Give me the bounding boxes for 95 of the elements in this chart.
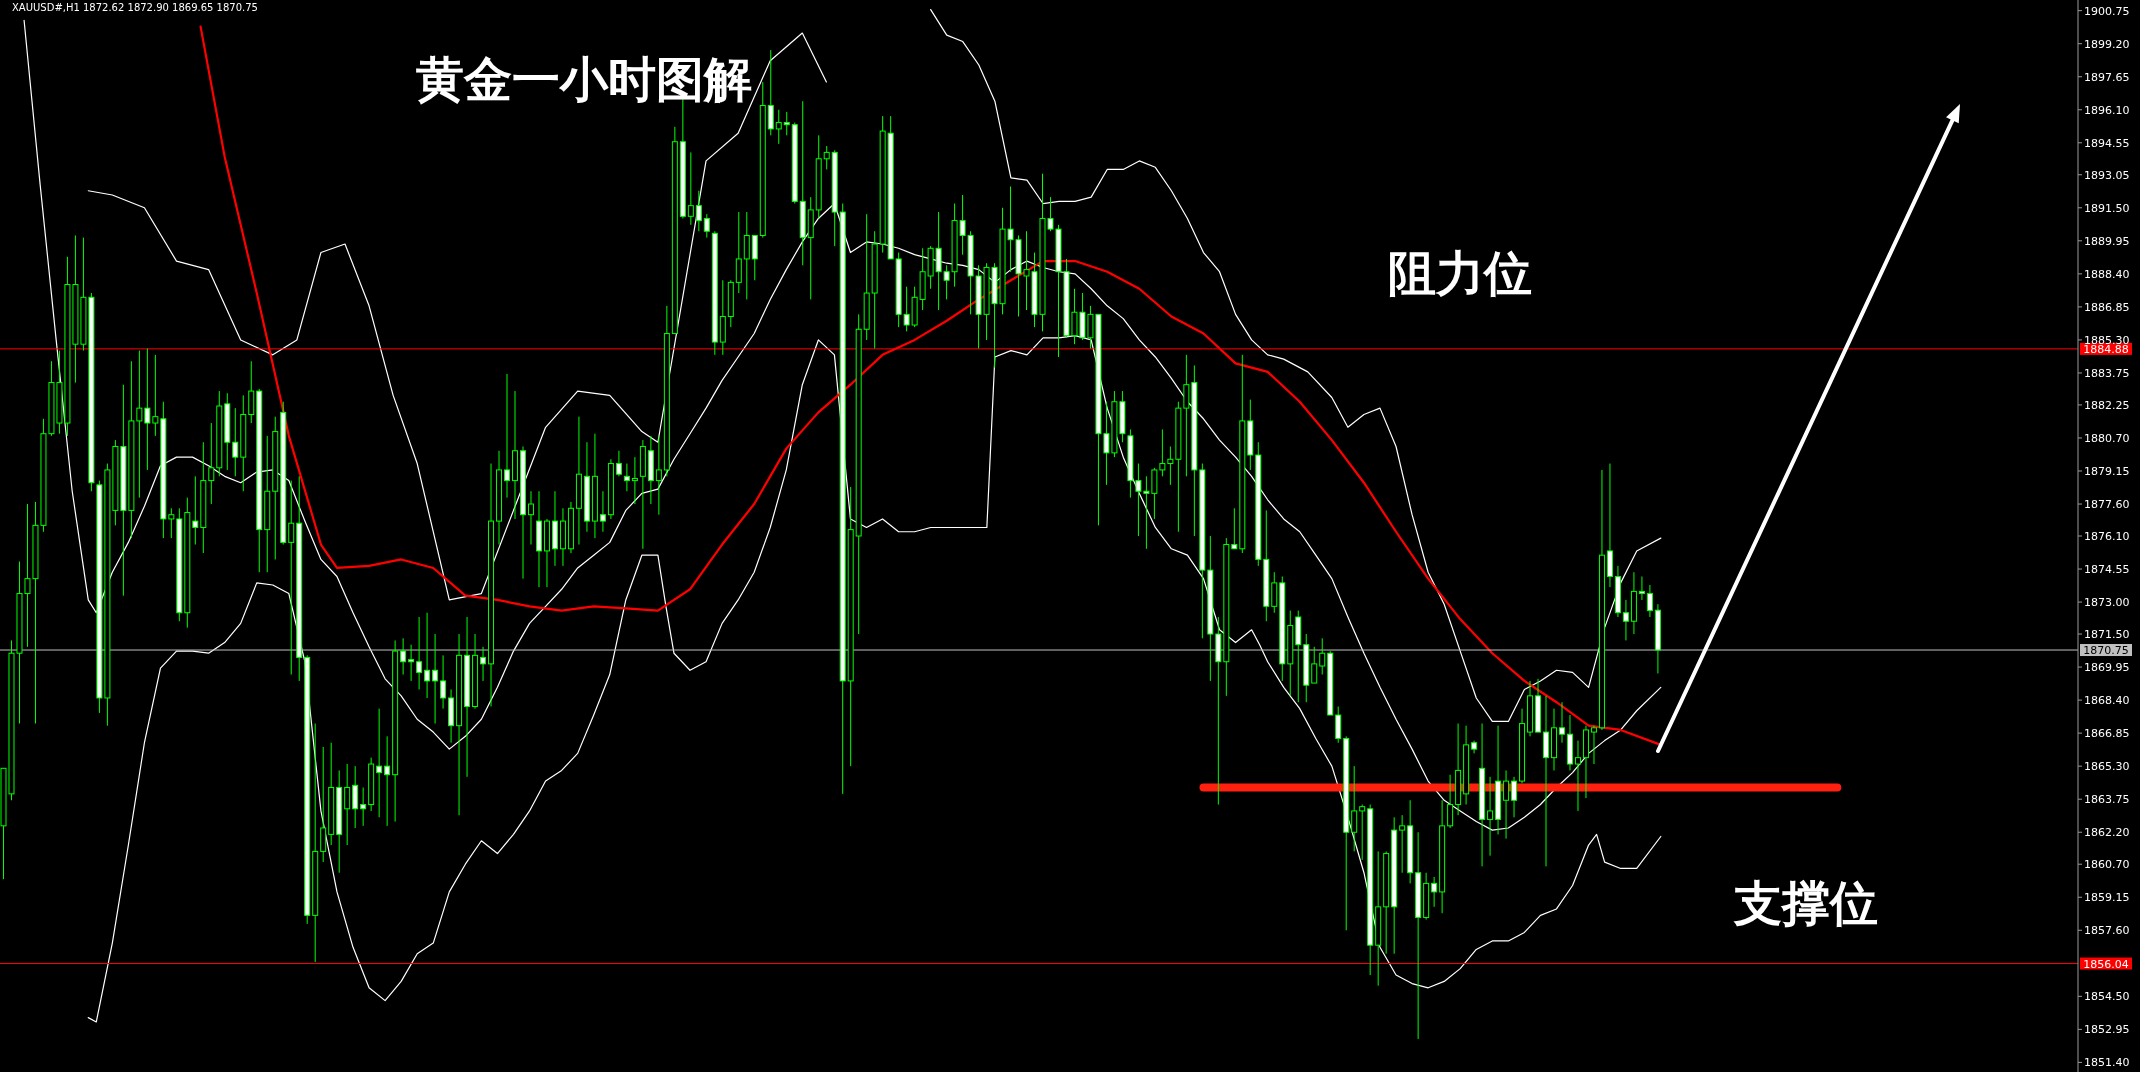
candlestick (1487, 776, 1494, 857)
candlestick (1359, 804, 1366, 861)
y-tick-label: 1879.15 (2084, 464, 2130, 478)
candlestick (1503, 769, 1510, 840)
candlestick (615, 450, 622, 477)
y-tick-label: 1874.55 (2084, 562, 2130, 576)
y-tick-label: 1852.95 (2084, 1023, 2130, 1037)
y-tick-label: 1851.40 (2084, 1056, 2130, 1070)
y-tick-label: 1862.20 (2084, 826, 2130, 840)
candlestick (360, 786, 367, 827)
candlestick (775, 109, 782, 145)
y-tick-label: 1863.75 (2084, 793, 2130, 807)
candlestick (1638, 575, 1645, 601)
candlestick (783, 111, 790, 136)
candlestick (655, 435, 662, 516)
candlestick (232, 407, 239, 477)
line-series (23, 19, 1662, 831)
candlestick (352, 765, 359, 829)
candlestick (320, 746, 327, 863)
text: 黄金一小时图解 (416, 52, 752, 108)
y-tick-label: 1876.10 (2084, 529, 2130, 543)
candlestick (751, 235, 758, 281)
candlestick (695, 190, 702, 232)
y-tick-label: 1859.15 (2084, 891, 2130, 905)
candlestick (1231, 507, 1238, 550)
y-tick-label: 1860.70 (2084, 858, 2130, 872)
candlestick (1271, 571, 1278, 614)
candlestick (1431, 876, 1438, 908)
y-tick-label: 1873.00 (2084, 595, 2130, 609)
candlestick (1574, 740, 1581, 812)
candlestick (687, 151, 694, 226)
y-tick-label: 1889.95 (2084, 234, 2130, 248)
candlestick (1646, 584, 1653, 618)
candlestick (823, 145, 830, 170)
candlestick (504, 373, 511, 499)
line-series (87, 32, 827, 601)
candlestick (599, 490, 606, 533)
candlestick (1590, 725, 1597, 765)
annotation: 支撑位 (1734, 876, 1878, 932)
y-tick-label: 1893.05 (2084, 168, 2130, 182)
candlestick (623, 463, 630, 492)
candlestick (527, 490, 534, 546)
candlestick (1319, 637, 1326, 676)
candlestick (1399, 814, 1406, 874)
candlestick (767, 49, 774, 136)
y-tick-label: 1897.65 (2084, 70, 2130, 84)
candlestick (384, 735, 391, 827)
candlestick (192, 475, 199, 546)
y-tick-label: 1857.60 (2084, 924, 2130, 938)
candlestick (735, 211, 742, 294)
candlestick (631, 456, 638, 505)
y-tick-label: 1865.30 (2084, 760, 2130, 774)
candlestick (1335, 706, 1342, 744)
candlestick (480, 646, 487, 682)
candlestick (1351, 765, 1358, 852)
candlestick (344, 763, 351, 846)
candlestick (1511, 776, 1518, 818)
ref-line-label: 1856.04 (2083, 957, 2129, 971)
candlestick (432, 633, 439, 725)
y-tick-label: 1900.75 (2084, 4, 2130, 18)
candlestick (1622, 599, 1629, 641)
y-tick-label: 1894.55 (2084, 136, 2130, 150)
chart-subtitle: XAUUSD#,H1 1872.62 1872.90 1869.65 1870.75 (12, 2, 258, 13)
candlestick (1311, 646, 1318, 684)
y-tick-label: 1886.85 (2084, 300, 2130, 314)
y-tick-label: 1869.95 (2084, 660, 2130, 674)
candlestick (376, 708, 383, 818)
y-tick-label: 1888.40 (2084, 267, 2130, 281)
candlestick (1559, 701, 1565, 744)
y-tick-label: 1896.10 (2084, 103, 2130, 117)
candlestick (416, 616, 423, 690)
y-tick-label: 1854.50 (2084, 990, 2130, 1004)
candlestick (703, 213, 710, 239)
y-tick-label: 1868.40 (2084, 694, 2130, 708)
ref-line-label: 1870.75 (2083, 644, 2129, 658)
y-tick-label: 1880.70 (2084, 431, 2130, 445)
y-tick-label: 1877.60 (2084, 497, 2130, 511)
candlestick (208, 422, 215, 505)
candlestick (1447, 774, 1454, 829)
candlestick (440, 654, 447, 710)
y-tick-label: 1882.25 (2084, 398, 2130, 412)
y-tick-label: 1866.85 (2084, 727, 2130, 741)
candlestick (248, 360, 255, 424)
y-tick-label: 1891.50 (2084, 201, 2130, 215)
y-tick-label: 1899.20 (2084, 37, 2130, 51)
candlestick (288, 480, 295, 676)
line-series (930, 8, 1662, 723)
annotation: 阻力位 (1388, 246, 1532, 302)
candlestick (408, 644, 415, 682)
y-tick-label: 1883.75 (2084, 366, 2130, 380)
candlestick (400, 637, 407, 676)
y-tick-label: 1871.50 (2084, 627, 2130, 641)
candlestick (168, 507, 175, 539)
candlestick (743, 211, 750, 300)
candlestick (424, 612, 431, 699)
